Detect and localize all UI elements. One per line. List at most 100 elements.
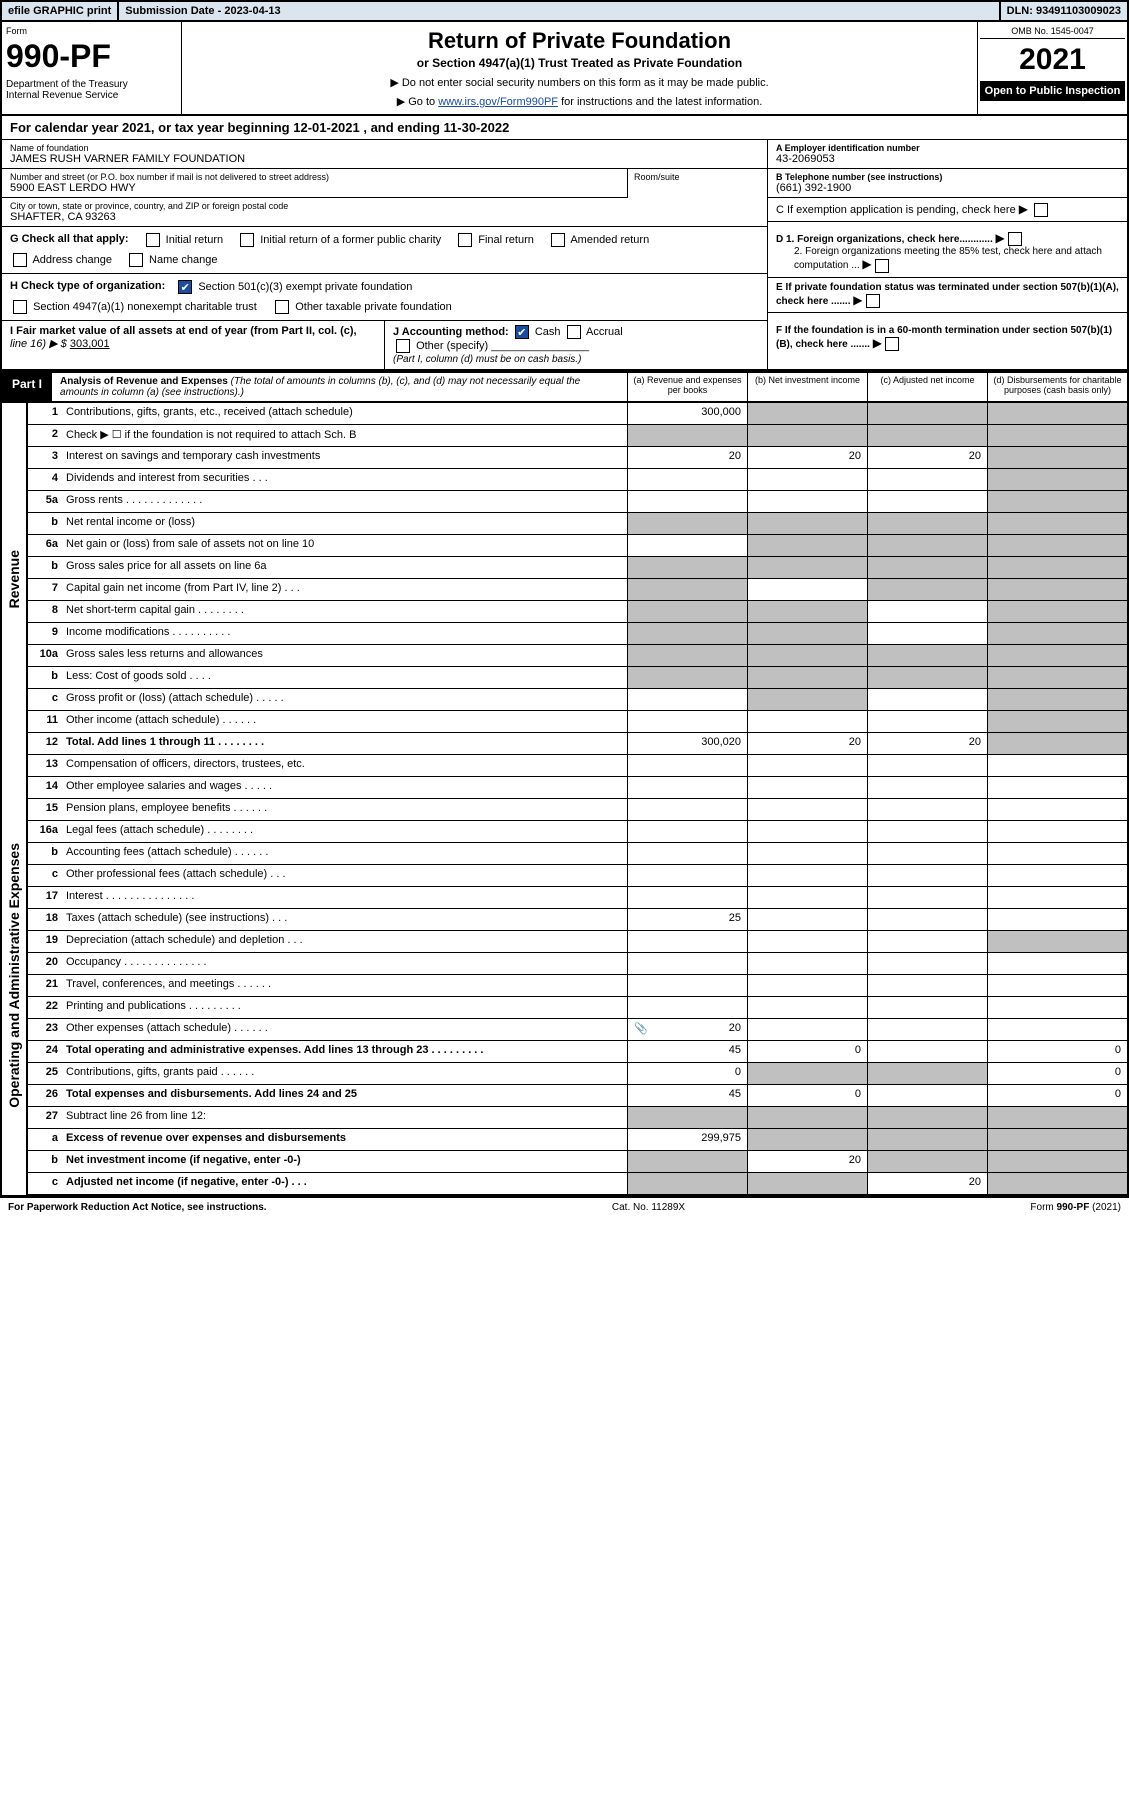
row-num: 3 (28, 447, 62, 468)
table-row: 9Income modifications . . . . . . . . . … (28, 623, 1127, 645)
city-label: City or town, state or province, country… (10, 201, 759, 211)
footer-right-post: (2021) (1089, 1202, 1121, 1213)
cell-c (867, 843, 987, 864)
row-num: 16a (28, 821, 62, 842)
cell-c (867, 667, 987, 688)
cell-b (747, 513, 867, 534)
g-check-3[interactable] (551, 233, 565, 247)
row-num: 18 (28, 909, 62, 930)
g-section: G Check all that apply: Initial return I… (2, 227, 767, 321)
table-row: 21Travel, conferences, and meetings . . … (28, 975, 1127, 997)
cal-pre: For calendar year 2021, or tax year begi… (10, 120, 293, 135)
open-public: Open to Public Inspection (980, 81, 1125, 101)
cell-b (747, 843, 867, 864)
row-desc: Pension plans, employee benefits . . . .… (62, 799, 627, 820)
instr2-post: for instructions and the latest informat… (558, 96, 762, 108)
cell-d (987, 865, 1127, 886)
table-row: 15Pension plans, employee benefits . . .… (28, 799, 1127, 821)
g-opt3-text: Amended return (570, 234, 649, 246)
j-other-checkbox[interactable] (396, 339, 410, 353)
h-opt1-text: Section 501(c)(3) exempt private foundat… (198, 281, 412, 293)
j-accrual-checkbox[interactable] (567, 325, 581, 339)
g-check-0[interactable] (146, 233, 160, 247)
expenses-section: Operating and Administrative Expenses 13… (0, 755, 1129, 1197)
row-num: 8 (28, 601, 62, 622)
row-num: 21 (28, 975, 62, 996)
cell-c (867, 975, 987, 996)
dln: DLN: 93491103009023 (1001, 2, 1127, 20)
f-text: F If the foundation is in a 60-month ter… (776, 325, 1112, 350)
c-checkbox[interactable] (1034, 203, 1048, 217)
row-num: 25 (28, 1063, 62, 1084)
cell-a (627, 711, 747, 732)
d2-text: 2. Foreign organizations meeting the 85%… (794, 246, 1102, 271)
row-num: 24 (28, 1041, 62, 1062)
irs-link[interactable]: www.irs.gov/Form990PF (438, 96, 558, 108)
h-check-2[interactable] (13, 300, 27, 314)
g-check-5[interactable] (129, 253, 143, 267)
cell-b (747, 425, 867, 446)
form-word: Form (6, 26, 177, 36)
cell-b (747, 557, 867, 578)
j-label: J Accounting method: (393, 326, 509, 338)
table-row: 10aGross sales less returns and allowanc… (28, 645, 1127, 667)
cell-c (867, 689, 987, 710)
cell-a: 25 (627, 909, 747, 930)
cell-c (867, 909, 987, 930)
revenue-side-label: Revenue (2, 403, 28, 755)
cell-a: 20 (627, 447, 747, 468)
cell-c (867, 579, 987, 600)
cell-d (987, 601, 1127, 622)
e-checkbox[interactable] (866, 294, 880, 308)
g-check-4[interactable] (13, 253, 27, 267)
cell-b (747, 865, 867, 886)
cell-b (747, 975, 867, 996)
omb-number: OMB No. 1545-0047 (980, 24, 1125, 39)
cell-d (987, 689, 1127, 710)
cell-d (987, 1129, 1127, 1150)
cell-d (987, 491, 1127, 512)
g-check-1[interactable] (240, 233, 254, 247)
cell-a (627, 667, 747, 688)
j-cash-checkbox[interactable] (515, 325, 529, 339)
row-desc: Contributions, gifts, grants paid . . . … (62, 1063, 627, 1084)
cell-a: 45 (627, 1041, 747, 1062)
cell-c (867, 1063, 987, 1084)
d2-checkbox[interactable] (875, 259, 889, 273)
d1-checkbox[interactable] (1008, 232, 1022, 246)
cell-a: 300,020 (627, 733, 747, 754)
i-label: I Fair market value of all assets at end… (10, 325, 357, 337)
cell-a (627, 887, 747, 908)
cell-c (867, 645, 987, 666)
cell-d (987, 711, 1127, 732)
row-desc: Net investment income (if negative, ente… (62, 1151, 627, 1172)
h-check-1[interactable] (178, 280, 192, 294)
cell-a (627, 1107, 747, 1128)
footer-right-pre: Form (1030, 1202, 1056, 1213)
cal-end: 11-30-2022 (444, 120, 510, 135)
form-number: 990-PF (6, 38, 177, 75)
cell-d (987, 645, 1127, 666)
ein-cell: A Employer identification number 43-2069… (768, 140, 1127, 169)
cell-a (627, 1151, 747, 1172)
j-cash: Cash (535, 326, 561, 338)
h-check-3[interactable] (275, 300, 289, 314)
form-subtitle: or Section 4947(a)(1) Trust Treated as P… (188, 56, 971, 70)
cell-d (987, 513, 1127, 534)
table-row: 24Total operating and administrative exp… (28, 1041, 1127, 1063)
cell-c (867, 425, 987, 446)
cell-d: 0 (987, 1085, 1127, 1106)
dln-value: 93491103009023 (1036, 5, 1121, 17)
cell-b (747, 1107, 867, 1128)
instr-2: ▶ Go to www.irs.gov/Form990PF for instru… (188, 95, 971, 108)
cell-a (627, 491, 747, 512)
attachment-icon[interactable]: 📎 (634, 1022, 648, 1035)
f-checkbox[interactable] (885, 337, 899, 351)
cell-b (747, 711, 867, 732)
name-label: Name of foundation (10, 143, 759, 153)
cell-b (747, 403, 867, 424)
table-row: 14Other employee salaries and wages . . … (28, 777, 1127, 799)
cell-d (987, 733, 1127, 754)
table-row: 23Other expenses (attach schedule) . . .… (28, 1019, 1127, 1041)
g-check-2[interactable] (458, 233, 472, 247)
